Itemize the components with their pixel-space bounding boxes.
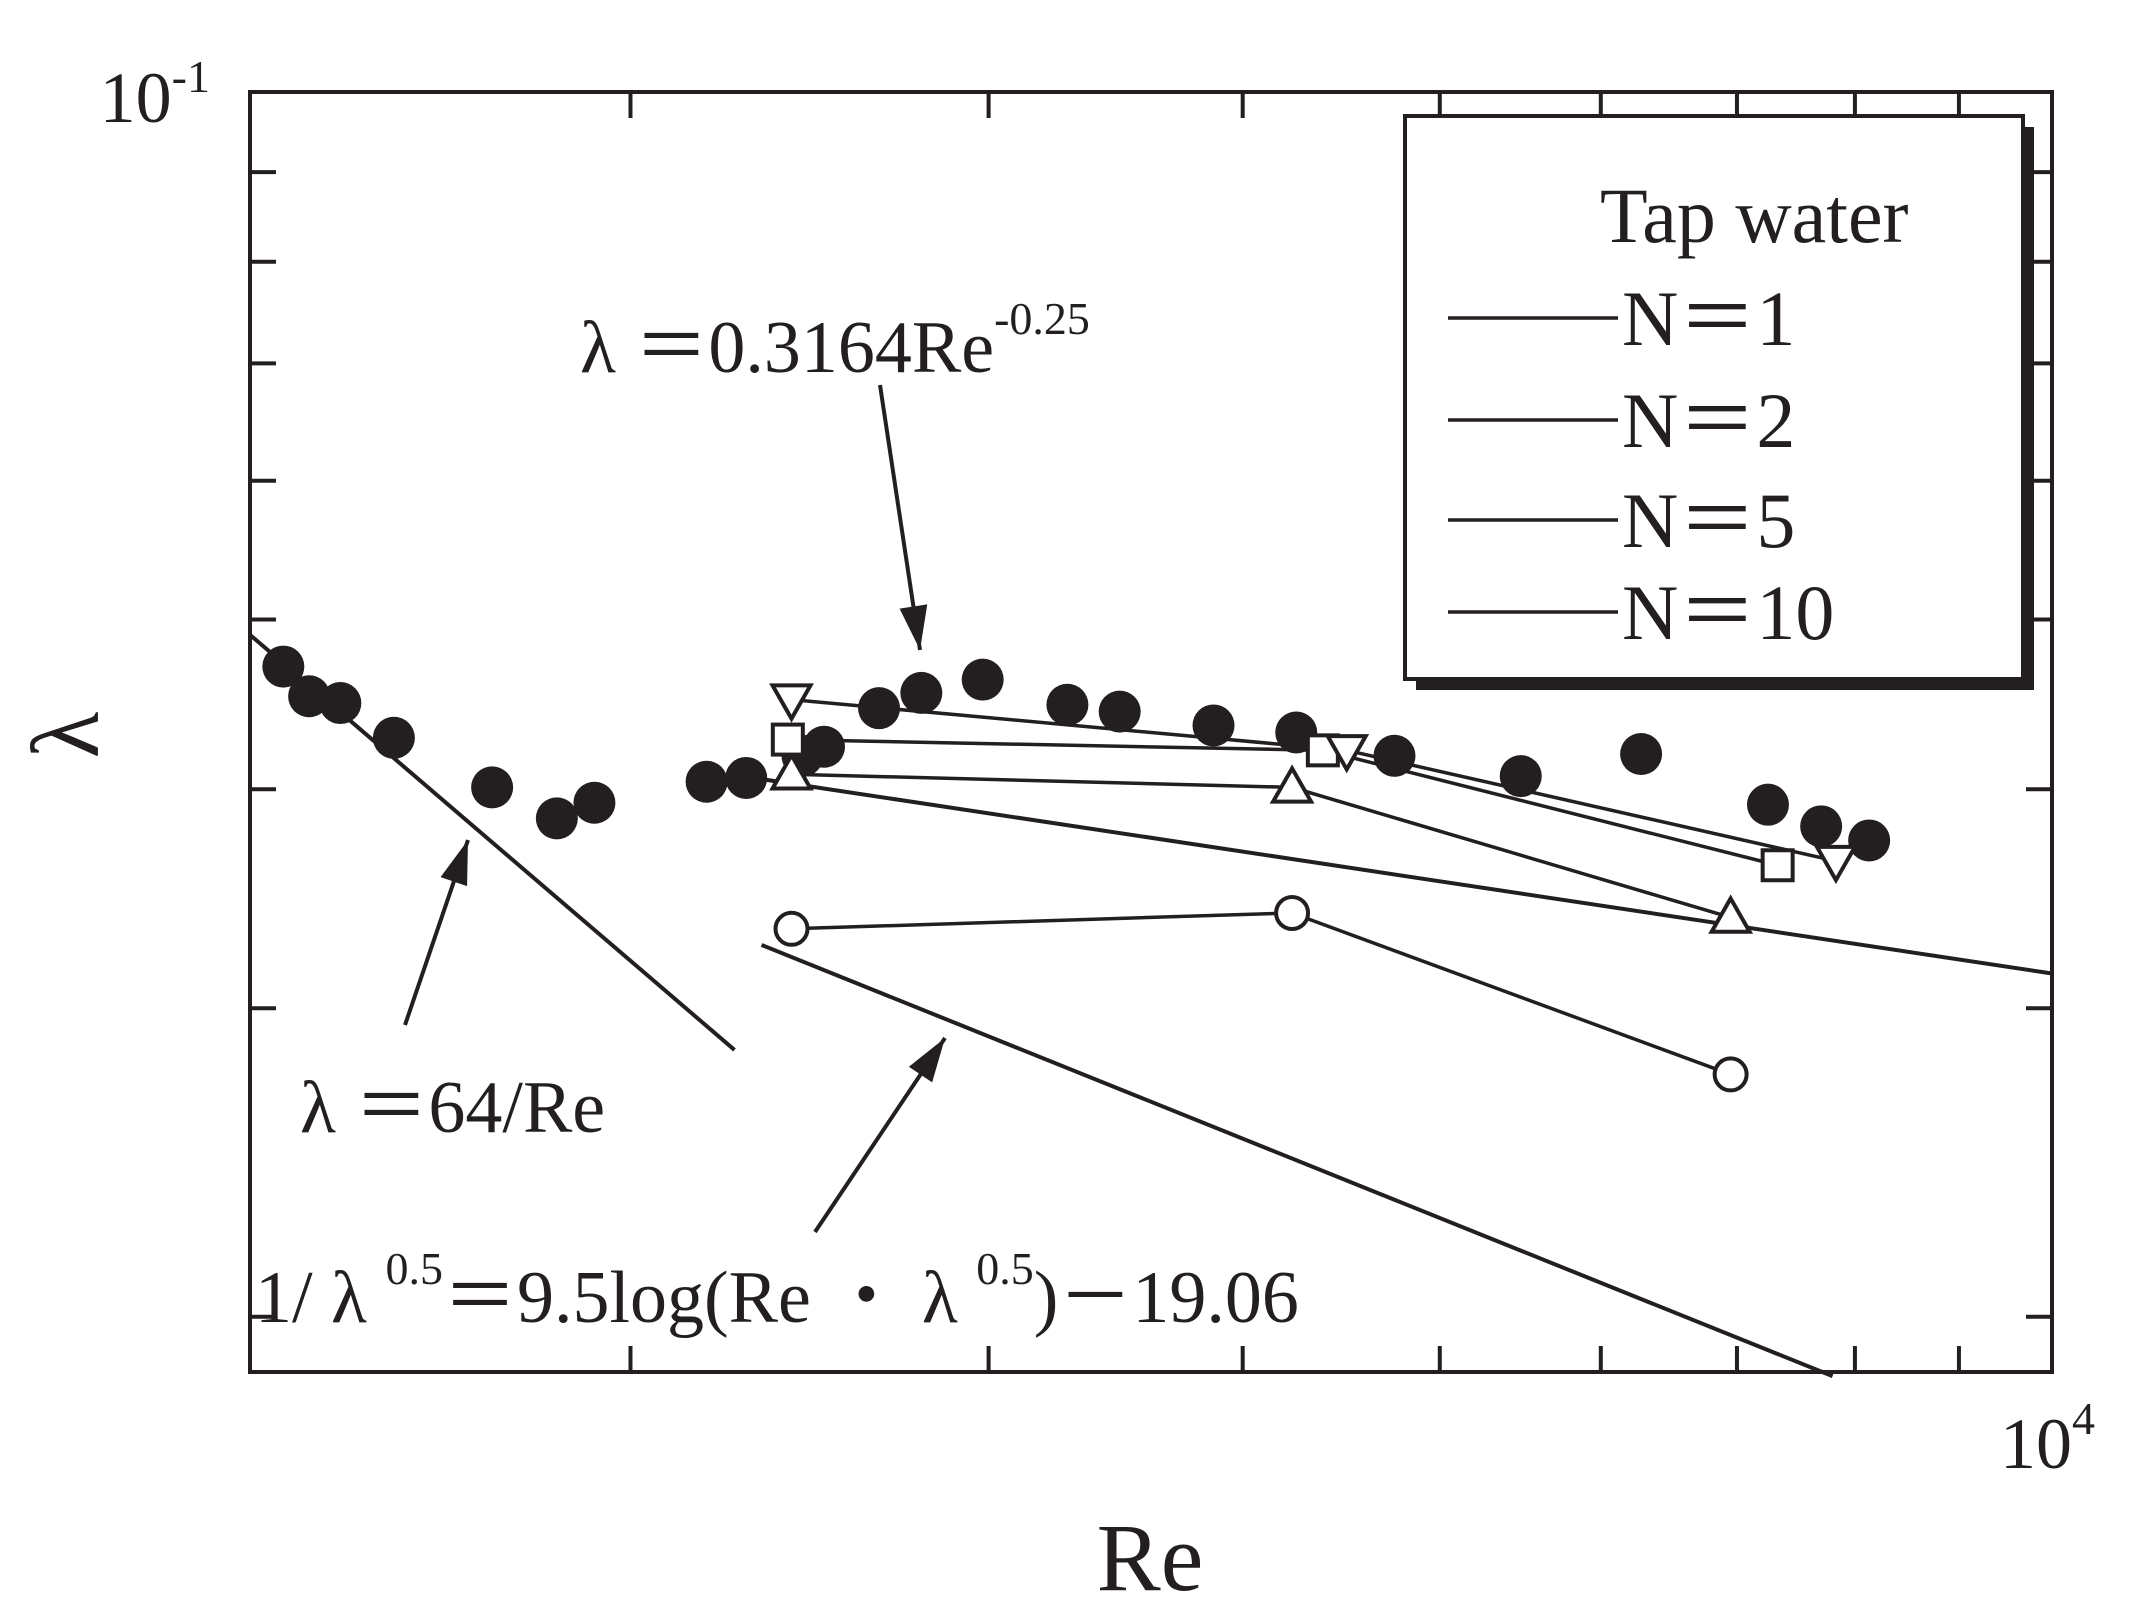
annotation-log-law-part: ＝9.5log(Re ・ λ	[443, 1257, 976, 1339]
data-point-series-0	[1499, 755, 1542, 798]
data-point-series-0	[1098, 690, 1141, 733]
data-point-series-4	[1324, 734, 1370, 774]
annotation-log-law-superscript: 0.5	[385, 1243, 443, 1294]
data-point-series-0	[725, 756, 768, 799]
arrow-log-law-head	[908, 1038, 945, 1083]
data-point-series-0	[900, 671, 943, 714]
legend-label-0: Tap water	[1600, 172, 1909, 259]
data-point-series-1	[1274, 894, 1311, 931]
y-tick-label-base: 10	[100, 58, 172, 138]
data-point-series-0	[685, 760, 728, 803]
data-point-series-0	[1192, 704, 1235, 747]
reference-line-blasius	[753, 775, 2053, 976]
data-point-series-0	[262, 645, 305, 688]
y-tick-label-exponent: -1	[172, 51, 210, 102]
legend: Tap water N＝1 N＝2 N＝5N＝10	[1403, 114, 2034, 690]
x-tick-label-exponent: 4	[2072, 1393, 2095, 1444]
data-point-series-0	[1373, 734, 1416, 777]
x-tick-label: 104	[2000, 1393, 2095, 1484]
y-axis-title: λ	[12, 711, 119, 758]
arrow-laminar-head	[440, 840, 468, 887]
legend-label-1: N＝1	[1622, 275, 1795, 362]
reference-line-log-law	[760, 943, 1834, 1378]
annotation-blasius-superscript: -0.25	[994, 293, 1090, 344]
data-point-series-0	[1620, 732, 1663, 775]
data-point-series-0	[372, 716, 415, 759]
plot-area-border	[248, 90, 2054, 1374]
legend-label-4: N＝10	[1622, 569, 1834, 656]
x-axis-title: Re	[1097, 1504, 1204, 1610]
data-point-series-3	[770, 722, 805, 757]
data-point-series-1	[1712, 1056, 1749, 1093]
data-point-series-0	[535, 797, 578, 840]
plot-frame	[248, 90, 2054, 1374]
annotation-log-law-part: )－19.06	[1034, 1257, 1299, 1339]
annotation-blasius-part: λ ＝0.3164Re	[580, 307, 994, 389]
data-point-series-0	[1746, 783, 1789, 826]
legend-label-2: N＝2	[1622, 377, 1795, 464]
annotation-arrows	[403, 384, 947, 1234]
data-point-series-0	[1046, 683, 1089, 726]
data-point-series-0	[803, 725, 846, 768]
x-axis-ticks	[628, 92, 1961, 1372]
data-point-series-0	[1848, 819, 1891, 862]
annotation-log-law: 1/ λ 0.5＝9.5log(Re ・ λ 0.5)－19.06	[255, 1243, 1299, 1339]
data-point-series-0	[573, 781, 616, 824]
data-point-series-4	[1813, 844, 1859, 885]
data-point-series-1	[773, 910, 810, 947]
y-tick-label: 10-1	[100, 51, 210, 138]
x-tick-label-base: 10	[2000, 1404, 2072, 1484]
annotation-laminar-part: λ ＝64/Re	[300, 1067, 605, 1149]
arrow-blasius-shaft	[878, 384, 922, 651]
data-point-series-4	[769, 683, 814, 723]
data-point-series-0	[471, 766, 514, 809]
data-point-series-0	[961, 658, 1004, 701]
arrow-blasius-head	[899, 604, 928, 650]
annotation-blasius: λ ＝0.3164Re-0.25	[580, 293, 1090, 389]
data-point-series-2	[769, 751, 814, 791]
data-point-series-0	[1800, 805, 1843, 848]
data-point-series-0	[319, 682, 362, 725]
annotation-log-law-superscript: 0.5	[976, 1243, 1034, 1294]
data-point-series-2	[1708, 894, 1754, 934]
data-point-series-3	[1760, 848, 1795, 883]
data-point-series-0	[288, 675, 331, 718]
annotation-laminar: λ ＝64/Re	[300, 1067, 605, 1149]
series-line-2	[791, 772, 1732, 920]
legend-label-3: N＝5	[1622, 477, 1795, 564]
legend-box	[1403, 114, 2025, 681]
annotation-log-law-part: 1/ λ	[255, 1257, 385, 1339]
data-point-series-0	[858, 687, 901, 730]
data-point-series-2	[1269, 764, 1315, 804]
